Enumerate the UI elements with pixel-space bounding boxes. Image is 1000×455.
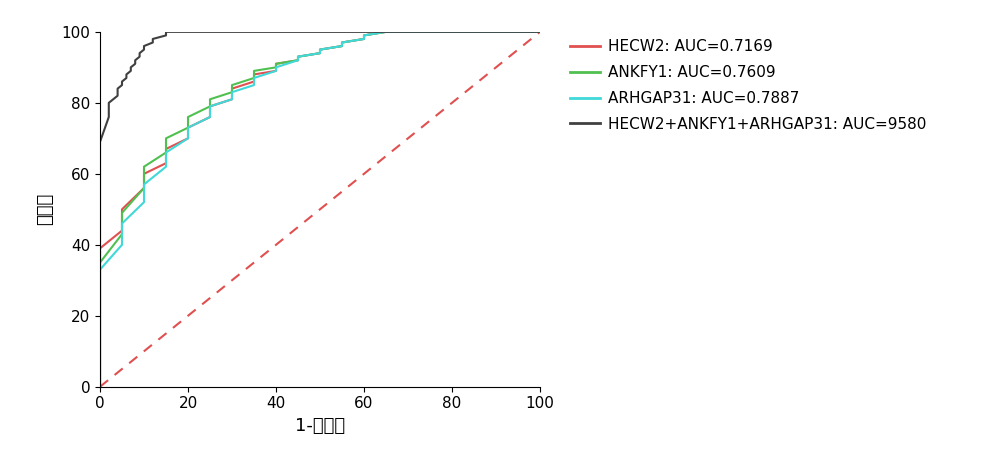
X-axis label: 1-特异性: 1-特异性 <box>295 417 345 435</box>
Y-axis label: 敏感性: 敏感性 <box>36 193 54 225</box>
Legend: HECW2: AUC=0.7169, ANKFY1: AUC=0.7609, ARHGAP31: AUC=0.7887, HECW2+ANKFY1+ARHGAP: HECW2: AUC=0.7169, ANKFY1: AUC=0.7609, A… <box>570 40 926 131</box>
